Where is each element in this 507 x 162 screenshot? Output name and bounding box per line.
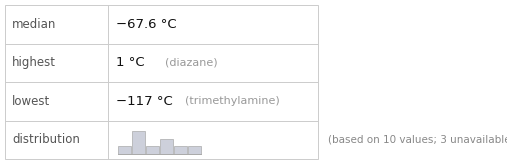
Text: highest: highest [12,56,56,69]
Text: (diazane): (diazane) [158,58,218,68]
Text: −67.6 °C: −67.6 °C [116,18,176,31]
Bar [132,131,145,154]
Text: lowest: lowest [12,95,50,108]
Bar [118,146,131,154]
Bar [146,146,159,154]
Text: (trimethylamine): (trimethylamine) [178,96,280,106]
Text: −117 °C: −117 °C [116,95,173,108]
Text: (based on 10 values; 3 unavailable): (based on 10 values; 3 unavailable) [328,135,507,145]
Bar [174,146,187,154]
Bar [5,5,318,159]
Bar [160,139,173,154]
Text: median: median [12,18,56,31]
Bar [188,146,201,154]
Text: distribution: distribution [12,133,80,146]
Text: 1 °C: 1 °C [116,56,144,69]
